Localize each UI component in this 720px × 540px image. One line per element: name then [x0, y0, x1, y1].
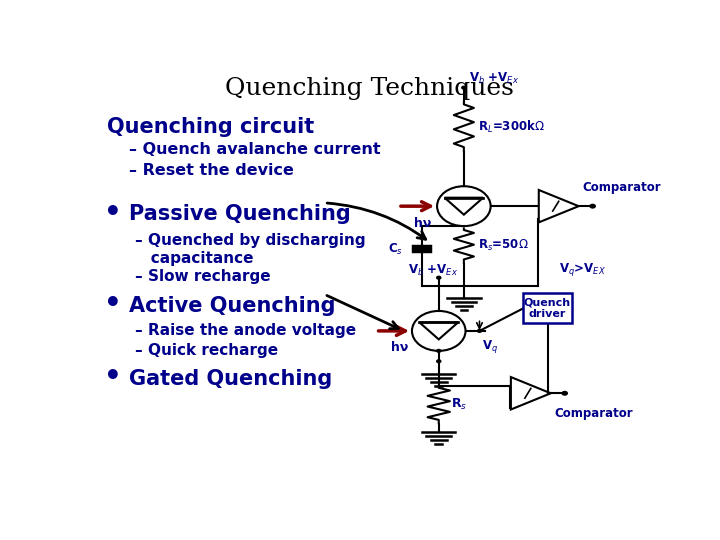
- Circle shape: [436, 275, 441, 280]
- Circle shape: [461, 85, 467, 90]
- Circle shape: [436, 359, 441, 363]
- Text: – Quick recharge: – Quick recharge: [135, 342, 278, 357]
- Text: – Reset the device: – Reset the device: [129, 163, 294, 178]
- Text: V$_b$ +V$_{Ex}$: V$_b$ +V$_{Ex}$: [469, 71, 520, 85]
- Text: •: •: [104, 199, 122, 227]
- Text: Active Quenching: Active Quenching: [129, 295, 336, 315]
- Text: •: •: [104, 363, 122, 392]
- Text: Comparator: Comparator: [554, 407, 633, 420]
- FancyBboxPatch shape: [523, 293, 572, 323]
- Text: V$_q$: V$_q$: [482, 339, 498, 355]
- Text: C$_s$: C$_s$: [387, 241, 402, 256]
- Text: hν: hν: [415, 217, 432, 230]
- Text: Quenching Techniques: Quenching Techniques: [225, 77, 513, 100]
- Text: – Quench avalanche current: – Quench avalanche current: [129, 141, 381, 157]
- Circle shape: [589, 204, 596, 208]
- Circle shape: [562, 391, 568, 396]
- Text: V$_q$>V$_{EX}$: V$_q$>V$_{EX}$: [559, 261, 606, 278]
- Text: – Slow recharge: – Slow recharge: [135, 269, 270, 285]
- Text: Quench
driver: Quench driver: [524, 297, 571, 319]
- Text: R$_s$: R$_s$: [451, 397, 467, 413]
- Text: – Quenched by discharging
   capacitance: – Quenched by discharging capacitance: [135, 233, 365, 266]
- Text: hν: hν: [391, 341, 408, 354]
- Text: Comparator: Comparator: [582, 181, 661, 194]
- Text: V$_b$ +V$_{Ex}$: V$_b$ +V$_{Ex}$: [408, 262, 458, 278]
- Text: – Raise the anode voltage: – Raise the anode voltage: [135, 322, 356, 338]
- Text: Passive Quenching: Passive Quenching: [129, 204, 351, 224]
- Text: •: •: [104, 290, 122, 318]
- Text: Quenching circuit: Quenching circuit: [107, 117, 314, 137]
- Circle shape: [477, 329, 482, 333]
- Text: R$_L$=300k$\Omega$: R$_L$=300k$\Omega$: [478, 119, 545, 135]
- Circle shape: [436, 349, 441, 353]
- Text: Gated Quenching: Gated Quenching: [129, 369, 333, 389]
- Text: R$_s$=50$\Omega$: R$_s$=50$\Omega$: [478, 238, 528, 253]
